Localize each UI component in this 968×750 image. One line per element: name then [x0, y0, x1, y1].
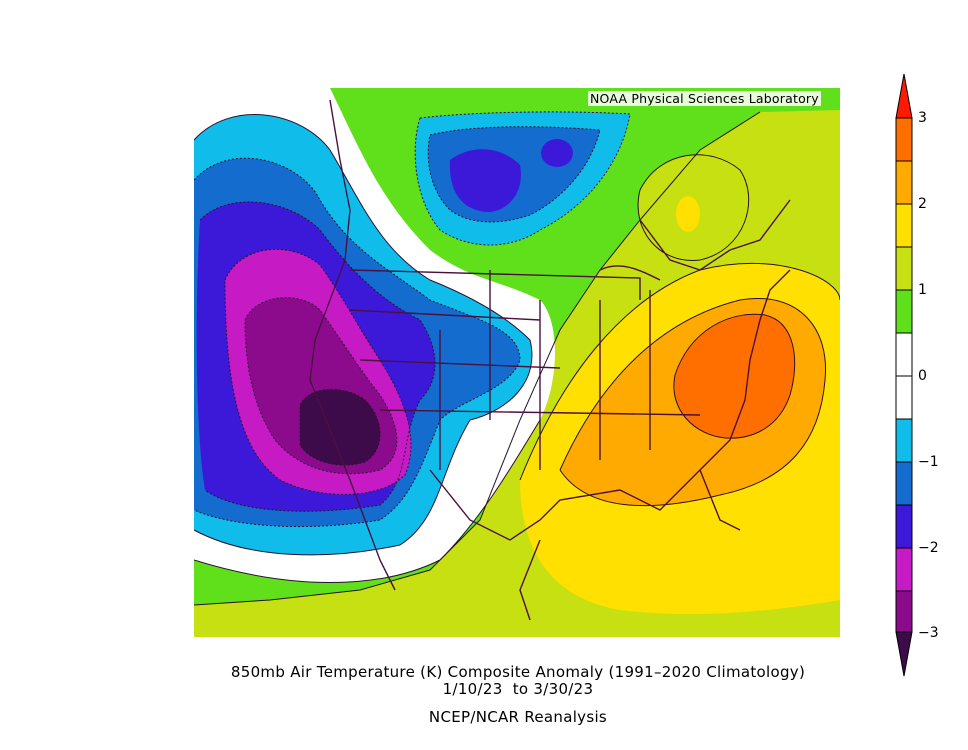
- colorbar-label-neg2: −2: [918, 540, 939, 556]
- colorbar-segment: [895, 418, 913, 463]
- colorbar-segment: [895, 461, 913, 506]
- colorbar-label-1: 1: [918, 282, 927, 298]
- colorbar-label-2: 2: [918, 196, 927, 212]
- colorbar-label-neg3: −3: [918, 625, 939, 641]
- colorbar-segment: [895, 332, 913, 377]
- colorbar-bottom-arrow: [895, 631, 913, 677]
- colorbar-top-arrow: [895, 73, 913, 119]
- colorbar-segment: [895, 504, 913, 549]
- anomaly-fill-yellow-northeast-core: [676, 196, 700, 232]
- colorbar-segment: [895, 117, 913, 162]
- map-panel: [194, 88, 840, 637]
- colorbar-segment: [895, 590, 913, 633]
- colorbar: [895, 73, 913, 677]
- colorbar-label-0: 0: [918, 368, 927, 384]
- colorbar-segment: [895, 246, 913, 291]
- colorbar-segment: [895, 547, 913, 592]
- caption-title: 850mb Air Temperature (K) Composite Anom…: [230, 663, 806, 681]
- geographic-boundaries: [309, 99, 791, 621]
- caption-date-range: 1/10/23 to 3/30/23: [442, 680, 594, 698]
- colorbar-segment: [895, 375, 913, 420]
- anomaly-fill-indigo-north-small: [541, 139, 573, 167]
- colorbar-label-3: 3: [918, 110, 927, 126]
- colorbar-segment: [895, 289, 913, 334]
- anomaly-fill-deeppurple-west: [300, 389, 380, 466]
- colorbar-label-neg1: −1: [918, 454, 939, 470]
- colorbar-segment: [895, 203, 913, 248]
- contour-lines: [194, 111, 840, 606]
- colorbar-segment: [895, 160, 913, 205]
- caption-dataset: NCEP/NCAR Reanalysis: [428, 708, 608, 726]
- map-credit: NOAA Physical Sciences Laboratory: [588, 91, 821, 106]
- anomaly-fill-darkorange-east: [673, 314, 795, 439]
- anomaly-fill-indigo-north: [449, 149, 521, 212]
